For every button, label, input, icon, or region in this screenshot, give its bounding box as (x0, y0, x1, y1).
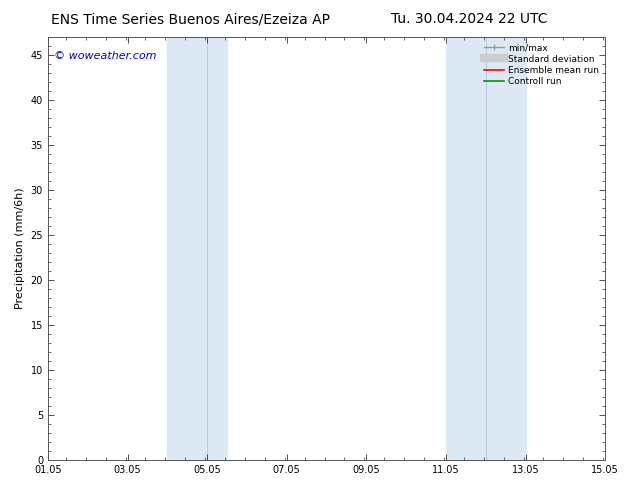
Legend: min/max, Standard deviation, Ensemble mean run, Controll run: min/max, Standard deviation, Ensemble me… (482, 42, 600, 88)
Bar (167, 37, 227, 460)
Text: Tu. 30.04.2024 22 UTC: Tu. 30.04.2024 22 UTC (391, 12, 547, 26)
Text: © woweather.com: © woweather.com (54, 50, 157, 61)
Bar (446, 37, 526, 460)
Text: ENS Time Series Buenos Aires/Ezeiza AP: ENS Time Series Buenos Aires/Ezeiza AP (51, 12, 330, 26)
Y-axis label: Precipitation (mm/6h): Precipitation (mm/6h) (15, 188, 25, 309)
